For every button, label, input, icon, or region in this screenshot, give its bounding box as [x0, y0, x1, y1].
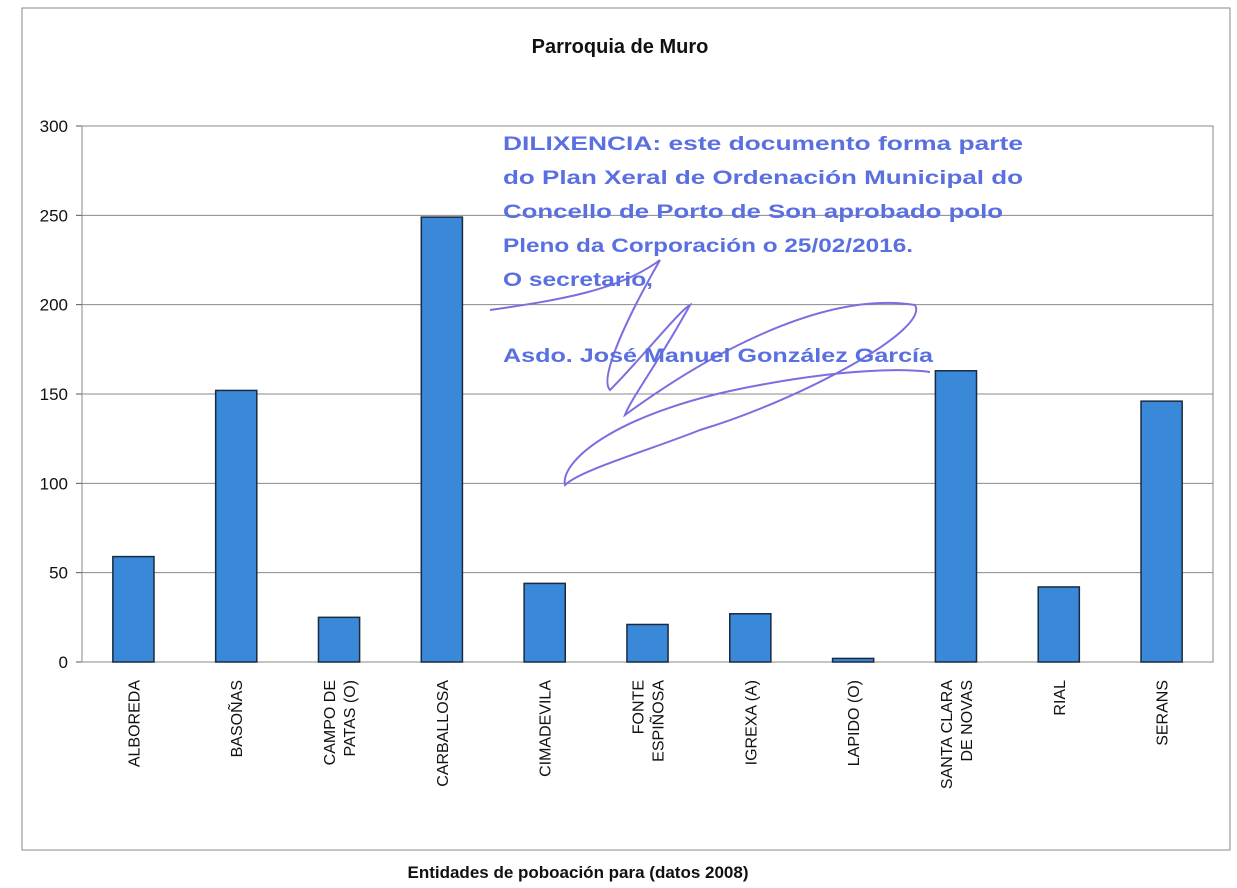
signature — [489, 259, 931, 488]
y-tick-label: 200 — [40, 296, 68, 315]
bar — [729, 613, 772, 663]
chart-title: Parroquia de Muro — [532, 36, 709, 58]
x-tick-label: CIMADEVILA — [538, 680, 555, 777]
stamp-text: O secretario, — [503, 270, 653, 291]
x-tick-label: IGREXA (A) — [743, 680, 760, 765]
bar — [934, 370, 978, 663]
bar — [1037, 586, 1081, 663]
plot: 0 50 100 150 200 250 300 ALBOREDA BASOÑAS CAMPO D… — [40, 117, 1214, 789]
bar — [112, 555, 155, 663]
x-tick-label: CARBALLOSA — [435, 680, 452, 787]
x-tick-label: LAPIDO (O) — [846, 680, 863, 766]
x-axis-title: Entidades de poboación para (datos 2008) — [407, 863, 748, 882]
stamp-text: DILIXENCIA: este documento forma parte — [503, 134, 1023, 155]
chart-border — [21, 7, 1231, 851]
bar — [1140, 400, 1183, 663]
y-tick-label: 150 — [40, 385, 68, 404]
x-tick-label: RIAL — [1052, 680, 1069, 716]
x-tick-label: FONTE ESPIÑOSA — [631, 680, 668, 762]
bar — [317, 616, 361, 663]
y-tick-label: 0 — [59, 653, 68, 672]
y-tick-label: 100 — [40, 474, 68, 493]
bar — [831, 657, 875, 663]
y-tick-label: 50 — [49, 564, 68, 583]
x-tick-label: ALBOREDA — [126, 680, 143, 767]
bar — [420, 216, 464, 663]
x-tick-label: CAMPO DE PATAS (O) — [322, 680, 359, 765]
x-tick-label: BASOÑAS — [226, 680, 246, 757]
bar — [214, 389, 258, 663]
x-tick-label: SERANS — [1155, 680, 1172, 746]
bar — [626, 623, 669, 663]
bar — [523, 582, 566, 663]
stamp-text: do Plan Xeral de Ordenación Municipal do — [503, 168, 1023, 189]
y-tick-label: 300 — [40, 117, 68, 136]
stamp-text: Pleno da Corporación o 25/02/2016. — [503, 236, 913, 257]
x-tick-label: SANTA CLARA DE NOVAS — [939, 680, 976, 789]
stamp-text: Concello de Porto de Son aprobado polo — [503, 202, 1003, 223]
stamp-text: Asdo. José Manuel González García — [503, 346, 934, 367]
y-tick-label: 250 — [40, 206, 68, 225]
